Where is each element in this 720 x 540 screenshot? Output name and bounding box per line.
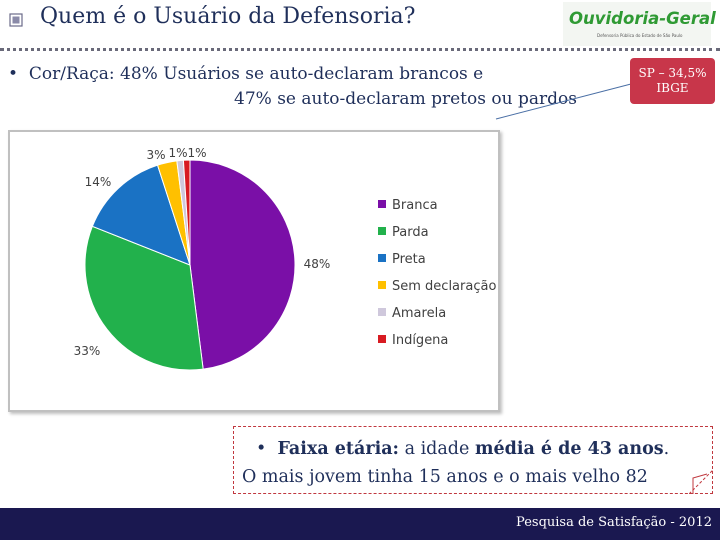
legend-swatch: [378, 254, 386, 262]
legend-swatch: [378, 281, 386, 289]
legend-swatch: [378, 200, 386, 208]
page-fold-icon: [689, 470, 713, 494]
age-line-2: O mais jovem tinha 15 anos e o mais velh…: [242, 467, 648, 487]
pie-data-label: 14%: [85, 175, 112, 189]
pie-data-label: 3%: [146, 148, 165, 162]
race-text: • Cor/Raça: 48% Usuários se auto-declara…: [8, 62, 577, 112]
legend-label: Amarela: [392, 306, 446, 321]
title-divider: [0, 48, 720, 51]
pie-slice-parda: [84, 225, 204, 371]
logo-subtext: Defensoria Pública do Estado de São Paul…: [597, 33, 683, 38]
legend-swatch: [378, 227, 386, 235]
title-bullet-icon: [9, 13, 23, 27]
pie-data-label: 33%: [74, 344, 101, 358]
legend-label: Indígena: [392, 333, 448, 348]
ibge-callout: SP – 34,5% IBGE: [630, 58, 715, 104]
legend-swatch: [378, 308, 386, 316]
race-line-1: Cor/Raça: 48% Usuários se auto-declaram …: [28, 64, 484, 84]
pie-data-label: 1%: [187, 146, 206, 160]
legend-label: Sem declaração: [392, 279, 496, 294]
footer-text: Pesquisa de Satisfação - 2012: [516, 515, 712, 530]
age-average: média é de 43 anos: [474, 439, 664, 459]
pie-data-label: 1%: [168, 146, 187, 160]
pie-slice-branca: [189, 159, 296, 370]
callout-line-2: IBGE: [656, 81, 689, 95]
age-text-end: .: [663, 439, 670, 459]
pie-data-label: 48%: [304, 257, 331, 271]
page-title: Quem é o Usuário da Defensoria?: [40, 4, 416, 29]
age-label: Faixa etária:: [277, 439, 400, 459]
age-bullet: •: [256, 439, 267, 459]
race-pie-chart: 48% 33% 14% 3% 1% 1% Branca Parda Preta Sem decla…: [8, 130, 500, 412]
age-text-1: a idade: [399, 439, 475, 459]
race-line-2: 47% se auto-declaram pretos ou pardos: [234, 89, 577, 109]
ouvidoria-logo: Ouvidoria-Geral Defensoria Pública do Es…: [563, 2, 716, 46]
legend-label: Branca: [392, 198, 438, 213]
footer-bar: Pesquisa de Satisfação - 2012: [0, 508, 720, 540]
pie-slice-ind-gena: [182, 159, 191, 266]
legend-label: Parda: [392, 225, 429, 240]
legend-swatch: [378, 335, 386, 343]
age-box: • Faixa etária: a idade média é de 43 an…: [233, 426, 713, 494]
callout-line-1: SP – 34,5%: [638, 66, 707, 80]
logo-text: Ouvidoria-Geral: [569, 9, 716, 28]
race-bullet: •: [8, 64, 19, 84]
legend-label: Preta: [392, 252, 426, 267]
